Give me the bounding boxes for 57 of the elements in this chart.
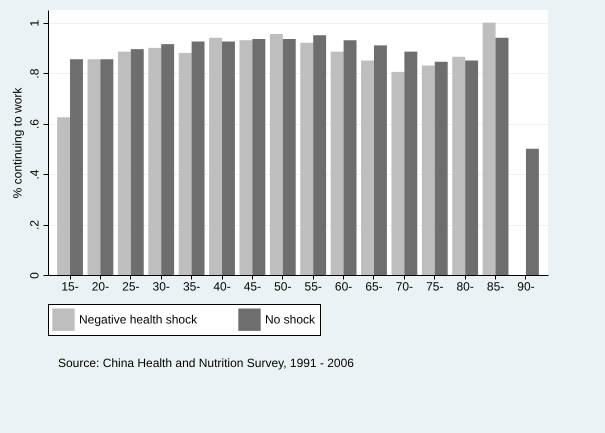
x-tick-label: 25- [122,280,140,294]
y-tick-label: .6 [28,118,42,130]
bar [161,44,174,275]
x-tick-label: 85- [486,280,504,294]
bar [374,45,387,275]
x-tick-label: 15- [61,280,79,294]
x-tick-label: 55- [304,280,322,294]
x-tick-label: 35- [182,280,200,294]
bar [88,59,100,275]
bar [313,35,326,275]
bar [130,49,144,275]
y-tick-label: .4 [28,169,42,180]
bar [465,60,478,275]
bar [482,22,496,275]
bar [282,39,296,275]
legend-label: No shock [265,312,316,327]
x-tick-label: 45- [244,280,262,294]
y-tick-label: .2 [28,220,42,230]
bar [178,52,192,275]
x-tick-label: 80- [456,280,474,294]
x-tick-label: 20- [92,280,110,294]
bar [57,117,70,275]
bar [330,52,344,275]
bar [526,148,539,275]
x-tick-label: 70- [396,280,414,294]
bar [100,59,114,275]
bar [270,34,283,275]
bar [148,48,162,275]
bar [344,40,357,275]
x-tick-label: 50- [274,280,292,294]
bar [391,72,404,275]
bar [300,42,314,275]
bar [209,38,222,275]
x-tick-label: 75- [426,280,444,294]
bar [496,38,508,275]
bar [239,40,252,275]
x-tick-label: 90- [517,280,535,294]
bar [361,60,374,275]
bar [70,59,83,275]
bar [222,42,235,275]
y-axis-title: % continuing to work [10,86,24,198]
legend-label: Negative health shock [79,312,198,327]
x-tick-label: 30- [152,280,170,294]
text: 0 [28,272,42,279]
y-tick-label: .8 [28,68,42,79]
x-tick-label: 60- [334,280,352,294]
bar [252,39,266,275]
bar [434,62,448,275]
bar [118,52,131,275]
x-tick-label: 40- [213,280,231,294]
bar [404,52,418,275]
x-tick-label: 65- [365,280,383,294]
bar [192,42,205,275]
bar [452,56,466,275]
source-note: Source: China Health and Nutrition Survey, 1991 - 2006 [58,356,355,370]
text: 1 [28,20,42,26]
bar [422,66,435,275]
